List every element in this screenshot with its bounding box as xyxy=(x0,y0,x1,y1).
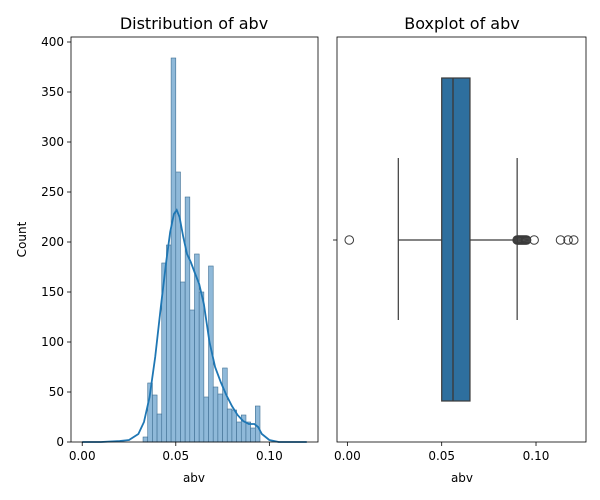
histogram-bar xyxy=(142,436,149,443)
histogram-bar xyxy=(203,396,209,443)
outlier-point xyxy=(555,235,566,245)
histogram-bar xyxy=(189,309,195,443)
y-tick-label: 350 xyxy=(41,85,64,99)
x-tick-label: 0.00 xyxy=(69,449,96,463)
y-tick-label: 50 xyxy=(49,385,64,399)
histogram-bars xyxy=(142,57,261,443)
histogram-bar xyxy=(166,244,172,443)
kde-curve xyxy=(82,208,307,443)
boxplot-x-axis-ticks: 0.00 0.05 0.10 xyxy=(334,442,549,463)
histogram-bar xyxy=(212,386,219,443)
histogram-bar xyxy=(250,427,256,443)
outlier-point xyxy=(529,235,539,245)
y-tick-label: 150 xyxy=(41,285,64,299)
outlier-point xyxy=(344,235,355,245)
histogram-bar xyxy=(198,291,205,443)
x-tick-label: 0.00 xyxy=(334,449,361,463)
histogram-bar xyxy=(226,408,233,443)
boxplot-xlabel: abv xyxy=(451,471,473,485)
iqr-box xyxy=(441,77,471,402)
x-tick-label: 0.10 xyxy=(523,449,550,463)
histogram-bar xyxy=(152,394,158,443)
histogram-ylabel: Count xyxy=(15,221,29,257)
outlier-point xyxy=(563,235,573,245)
boxplot-elements xyxy=(344,77,579,402)
y-tick-label: 100 xyxy=(41,335,64,349)
histogram-bar xyxy=(180,281,186,443)
y-axis-ticks: 0 50 100 150 200 250 300 350 400 xyxy=(41,35,71,449)
histogram-panel: Distribution of abv 0 50 100 150 200 250 300 35… xyxy=(15,14,319,485)
histogram-bar xyxy=(236,421,242,443)
histogram-bar xyxy=(156,413,163,443)
y-tick-label: 200 xyxy=(41,235,64,249)
histogram-bar xyxy=(245,421,251,443)
y-tick-label: 0 xyxy=(56,435,64,449)
histogram-bar xyxy=(255,405,261,443)
x-tick-label: 0.05 xyxy=(162,449,189,463)
y-tick-label: 300 xyxy=(41,135,64,149)
boxplot-frame xyxy=(336,36,587,443)
boxplot-panel: Boxplot of abv 0.00 0.05 0.10 abv xyxy=(333,14,587,485)
histogram-xlabel: abv xyxy=(183,471,205,485)
x-tick-label: 0.05 xyxy=(428,449,455,463)
y-tick-label: 250 xyxy=(41,185,64,199)
histogram-bar xyxy=(217,393,223,443)
x-tick-label: 0.10 xyxy=(256,449,283,463)
histogram-title: Distribution of abv xyxy=(120,14,268,33)
histogram-bar xyxy=(170,57,177,443)
outlier-point xyxy=(521,235,532,245)
x-axis-ticks: 0.00 0.05 0.10 xyxy=(69,442,283,463)
histogram-frame xyxy=(70,36,319,443)
histogram-bar xyxy=(184,196,191,443)
histogram-bar xyxy=(231,409,237,443)
outlier-point xyxy=(568,235,579,245)
boxplot-title: Boxplot of abv xyxy=(404,14,519,33)
y-tick-label: 400 xyxy=(41,35,64,49)
histogram-bar xyxy=(222,367,228,443)
